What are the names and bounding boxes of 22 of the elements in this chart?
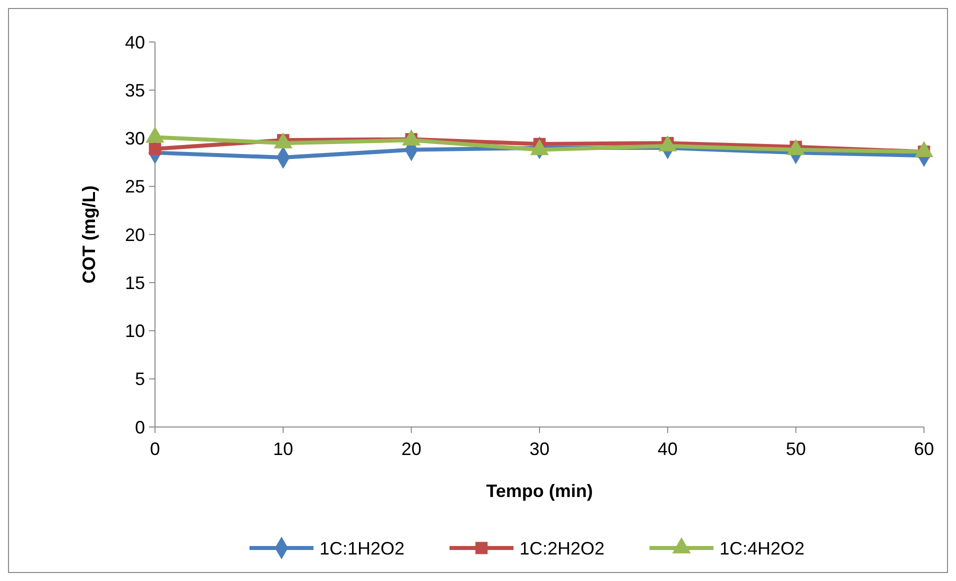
x-tick-label: 40 bbox=[658, 439, 678, 459]
x-tick-label: 30 bbox=[529, 439, 550, 459]
y-tick-label: 35 bbox=[124, 80, 145, 100]
x-tick-label: 50 bbox=[786, 439, 806, 459]
x-tick-label: 10 bbox=[273, 439, 294, 459]
y-tick-label: 25 bbox=[124, 176, 145, 197]
legend-label: 1C:1H2O2 bbox=[320, 538, 405, 558]
y-tick-label: 20 bbox=[124, 224, 145, 245]
y-tick-label: 15 bbox=[124, 272, 145, 293]
x-axis-title: Tempo (min) bbox=[486, 481, 593, 501]
y-tick-label: 0 bbox=[134, 417, 145, 438]
legend-label: 1C:2H2O2 bbox=[520, 538, 605, 558]
y-tick-label: 30 bbox=[124, 128, 145, 149]
point bbox=[148, 142, 162, 155]
y-tick-label: 5 bbox=[134, 369, 145, 390]
x-tick-label: 60 bbox=[914, 439, 934, 459]
y-tick-label: 10 bbox=[124, 321, 145, 342]
legend-label: 1C:4H2O2 bbox=[720, 538, 805, 558]
y-tick-label: 40 bbox=[124, 32, 145, 52]
x-tick-label: 0 bbox=[150, 439, 160, 459]
x-tick-label: 20 bbox=[401, 439, 422, 459]
y-axis-title: COT (mg/L) bbox=[79, 186, 99, 284]
